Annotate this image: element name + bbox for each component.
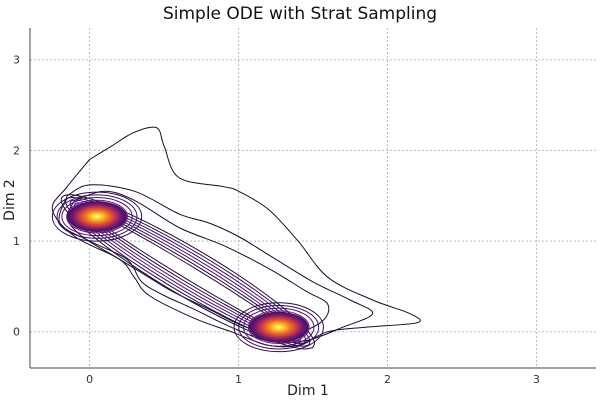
inner-contour-line <box>74 202 302 342</box>
axes <box>29 28 596 369</box>
contour-line-1 <box>51 126 421 348</box>
x-tick-label: 0 <box>86 373 93 386</box>
chart-title: Simple ODE with Strat Sampling <box>163 4 437 24</box>
y-tick-label: 1 <box>13 235 20 248</box>
x-tick-label: 1 <box>235 373 242 386</box>
mode-ring <box>66 199 128 234</box>
y-tick-label: 3 <box>13 54 20 67</box>
mode-ring <box>61 197 133 237</box>
y-tick-label: 0 <box>13 326 20 339</box>
density-peak-2 <box>248 311 309 343</box>
tick-labels: 0 1 2 3 0 1 2 3 <box>13 54 540 386</box>
y-axis-label: Dim 2 <box>2 179 18 221</box>
x-axis-label: Dim 1 <box>287 383 329 399</box>
mode-ring <box>238 304 320 350</box>
inner-contour-line <box>69 199 307 344</box>
mode-ring <box>247 310 310 345</box>
x-tick-label: 3 <box>533 373 540 386</box>
y-tick-label: 2 <box>13 144 20 157</box>
grid <box>30 28 596 368</box>
density-peaks <box>67 201 309 343</box>
contour-lines <box>51 126 421 353</box>
mode-ring <box>56 194 138 239</box>
mode-ring <box>243 307 315 347</box>
mode-ring <box>51 191 143 242</box>
x-tick-label: 2 <box>384 373 391 386</box>
inner-contour-line <box>60 194 316 350</box>
density-peak-1 <box>67 201 127 232</box>
mode-ring <box>233 302 324 353</box>
